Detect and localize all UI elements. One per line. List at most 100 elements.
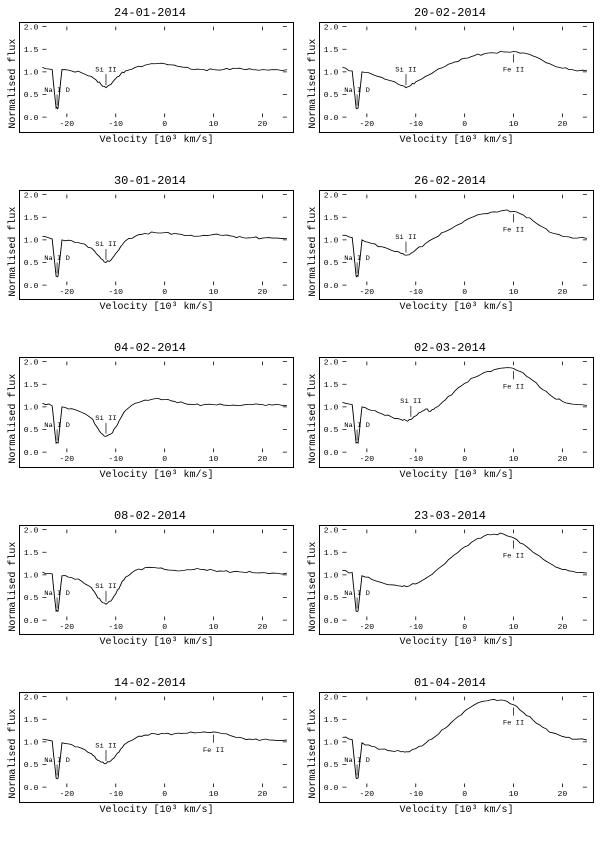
svg-text:0.5: 0.5 (324, 595, 339, 603)
svg-text:0.0: 0.0 (24, 786, 39, 794)
svg-text:Na I D: Na I D (44, 757, 70, 765)
y-axis-label: Normalised flux (6, 357, 19, 481)
svg-text:2.0: 2.0 (24, 527, 39, 535)
svg-text:0.0: 0.0 (324, 283, 339, 291)
spectrum-plot: -20-10010200.00.51.01.52.0Na I DSi II (19, 22, 294, 133)
svg-text:-20: -20 (360, 457, 375, 465)
svg-text:1.5: 1.5 (24, 718, 39, 726)
svg-text:0: 0 (462, 624, 467, 632)
svg-text:20: 20 (558, 121, 568, 129)
svg-text:1.0: 1.0 (324, 237, 339, 245)
svg-text:Si II: Si II (395, 67, 416, 75)
svg-text:-20: -20 (60, 792, 75, 800)
svg-text:Fe II: Fe II (503, 720, 524, 728)
svg-text:Na I D: Na I D (344, 590, 370, 598)
svg-text:20: 20 (558, 289, 568, 297)
svg-text:1.5: 1.5 (324, 215, 339, 223)
svg-text:2.0: 2.0 (24, 360, 39, 368)
spectrum-plot: -20-10010200.00.51.01.52.0Na I DSi IIFe … (319, 22, 594, 133)
svg-text:1.0: 1.0 (24, 70, 39, 78)
svg-text:0.0: 0.0 (24, 618, 39, 626)
svg-text:1.0: 1.0 (24, 740, 39, 748)
svg-text:1.0: 1.0 (324, 70, 339, 78)
svg-text:2.0: 2.0 (324, 695, 339, 703)
svg-text:20: 20 (258, 457, 268, 465)
svg-text:-10: -10 (108, 457, 123, 465)
svg-text:Si II: Si II (400, 399, 421, 407)
svg-text:1.5: 1.5 (324, 550, 339, 558)
spectrum-panel: 01-04-2014Normalised flux-20-10010200.00… (300, 670, 600, 838)
panel-title: 01-04-2014 (306, 676, 594, 690)
svg-text:Na I D: Na I D (344, 757, 370, 765)
svg-text:1.0: 1.0 (324, 405, 339, 413)
x-axis-label: Velocity [10³ km/s] (319, 637, 594, 648)
svg-text:0.0: 0.0 (324, 618, 339, 626)
svg-text:0.0: 0.0 (324, 786, 339, 794)
spectrum-plot: -20-10010200.00.51.01.52.0Na I DFe II (319, 692, 594, 803)
svg-text:-10: -10 (408, 121, 423, 129)
spectrum-panel: 30-01-2014Normalised flux-20-10010200.00… (0, 168, 300, 336)
x-axis-label: Velocity [10³ km/s] (319, 302, 594, 313)
svg-text:10: 10 (209, 792, 219, 800)
spectrum-panel: 20-02-2014Normalised flux-20-10010200.00… (300, 0, 600, 168)
svg-text:1.5: 1.5 (24, 550, 39, 558)
svg-text:20: 20 (258, 792, 268, 800)
svg-text:20: 20 (558, 457, 568, 465)
spectrum-panel: 08-02-2014Normalised flux-20-10010200.00… (0, 503, 300, 671)
svg-text:2.0: 2.0 (324, 192, 339, 200)
svg-text:10: 10 (509, 121, 519, 129)
svg-text:-10: -10 (408, 624, 423, 632)
spectrum-plot: -20-10010200.00.51.01.52.0Na I DSi IIFe … (319, 357, 594, 468)
spectrum-plot: -20-10010200.00.51.01.52.0Na I DFe II (319, 525, 594, 636)
svg-text:0.5: 0.5 (324, 93, 339, 101)
svg-text:0.0: 0.0 (324, 450, 339, 458)
svg-text:Na I D: Na I D (44, 87, 70, 95)
svg-text:-10: -10 (108, 624, 123, 632)
svg-text:0: 0 (462, 457, 467, 465)
spectrum-plot: -20-10010200.00.51.01.52.0Na I DSi II (19, 357, 294, 468)
panel-title: 02-03-2014 (306, 341, 594, 355)
svg-text:2.0: 2.0 (24, 192, 39, 200)
svg-text:-20: -20 (360, 121, 375, 129)
panel-title: 30-01-2014 (6, 174, 294, 188)
svg-text:0: 0 (462, 792, 467, 800)
spectrum-panel: 24-01-2014Normalised flux-20-10010200.00… (0, 0, 300, 168)
spectrum-panel: 23-03-2014Normalised flux-20-10010200.00… (300, 503, 600, 671)
svg-text:Fe II: Fe II (503, 384, 524, 392)
x-axis-label: Velocity [10³ km/s] (319, 470, 594, 481)
svg-text:20: 20 (258, 289, 268, 297)
svg-text:10: 10 (509, 624, 519, 632)
panel-title: 23-03-2014 (306, 509, 594, 523)
svg-text:0: 0 (162, 289, 167, 297)
panel-title: 20-02-2014 (306, 6, 594, 20)
svg-text:Si II: Si II (95, 241, 116, 249)
svg-text:Fe II: Fe II (503, 553, 524, 561)
svg-text:10: 10 (209, 624, 219, 632)
svg-text:0: 0 (162, 792, 167, 800)
svg-text:0.5: 0.5 (24, 763, 39, 771)
spectrum-panel: 26-02-2014Normalised flux-20-10010200.00… (300, 168, 600, 336)
svg-text:-20: -20 (360, 289, 375, 297)
svg-text:0.5: 0.5 (24, 428, 39, 436)
svg-text:0.0: 0.0 (24, 115, 39, 123)
svg-text:-10: -10 (408, 289, 423, 297)
svg-text:0.5: 0.5 (24, 93, 39, 101)
svg-text:0.5: 0.5 (24, 260, 39, 268)
svg-text:2.0: 2.0 (324, 25, 339, 33)
svg-text:-20: -20 (60, 624, 75, 632)
spectrum-panel: 02-03-2014Normalised flux-20-10010200.00… (300, 335, 600, 503)
svg-text:0.5: 0.5 (324, 763, 339, 771)
svg-text:0.0: 0.0 (324, 115, 339, 123)
svg-text:0: 0 (162, 624, 167, 632)
svg-text:-10: -10 (408, 457, 423, 465)
svg-text:-20: -20 (60, 289, 75, 297)
svg-text:2.0: 2.0 (324, 527, 339, 535)
y-axis-label: Normalised flux (6, 692, 19, 816)
svg-text:0: 0 (162, 121, 167, 129)
y-axis-label: Normalised flux (306, 525, 319, 649)
y-axis-label: Normalised flux (306, 22, 319, 146)
svg-text:1.0: 1.0 (24, 237, 39, 245)
svg-text:0.0: 0.0 (24, 283, 39, 291)
y-axis-label: Normalised flux (6, 22, 19, 146)
spectrum-panel: 14-02-2014Normalised flux-20-10010200.00… (0, 670, 300, 838)
